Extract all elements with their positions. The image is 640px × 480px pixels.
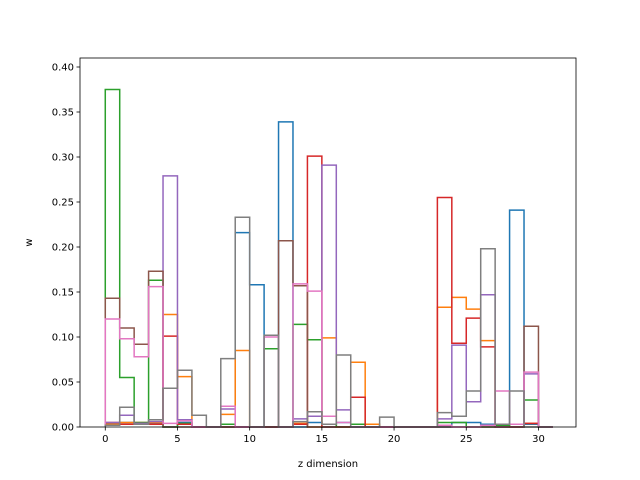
series-3-step-line — [104, 155, 553, 428]
y-tick-label: 0.25 — [52, 198, 74, 209]
axes: 0 5 10 15 20 25 30 0.00 0.05 0.10 0.15 0.20 0.25 0.30… — [52, 57, 577, 445]
x-tick-label: 30 — [532, 434, 545, 445]
y-axis-label: w — [24, 238, 35, 246]
x-tick-label: 5 — [174, 434, 180, 445]
y-tick-label: 0.35 — [52, 108, 74, 119]
y-tick-label: 0.15 — [52, 288, 74, 299]
series-7-step-line — [104, 216, 553, 428]
series-1-step-line — [104, 296, 553, 428]
x-tick-label: 0 — [102, 434, 108, 445]
x-tick-label: 25 — [460, 434, 473, 445]
x-tick-label: 10 — [243, 434, 256, 445]
series-5-step-line — [104, 239, 553, 428]
plot-area — [104, 88, 553, 428]
y-tick-label: 0.40 — [52, 63, 74, 74]
series-2-step-line — [104, 88, 553, 428]
series-6-step-line — [104, 283, 553, 428]
y-tick-label: 0.05 — [52, 378, 74, 389]
x-tick-label: 15 — [315, 434, 328, 445]
y-tick-label: 0.20 — [52, 243, 74, 254]
x-axis-label: z dimension — [298, 459, 358, 470]
y-tick-label: 0.00 — [52, 423, 74, 434]
y-tick-label: 0.10 — [52, 333, 74, 344]
y-tick-label: 0.30 — [52, 153, 74, 164]
series-0-step-line — [104, 121, 553, 428]
axes-frame — [79, 57, 577, 428]
x-tick-label: 20 — [388, 434, 401, 445]
